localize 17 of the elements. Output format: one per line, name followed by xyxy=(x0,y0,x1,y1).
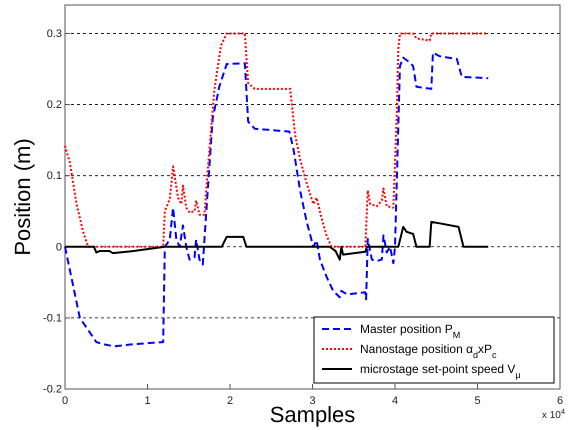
y-tick-label: -0.1 xyxy=(43,312,62,324)
y-tick-label: 0.2 xyxy=(46,99,62,112)
x-tick-label: 5 xyxy=(474,395,481,408)
legend-label: Nanostage position α$_{d}$xP$_{c}$ xyxy=(360,342,498,360)
legend-label: microstage set-point speed V$_{μ}$ xyxy=(360,362,521,380)
y-axis-title: Position (m) xyxy=(10,138,35,256)
y-tick-label: 0.3 xyxy=(46,28,62,40)
x-tick-label: 4 xyxy=(392,395,398,408)
x-tick-label: 3 xyxy=(309,395,316,408)
y-tick-label: -0.2 xyxy=(43,384,62,396)
x-tick-label: 1 xyxy=(144,395,151,408)
legend-label: Master position P$_{M}$ xyxy=(360,322,460,340)
y-tick-label: 0.1 xyxy=(46,170,62,182)
x-tick-label: 2 xyxy=(226,395,234,408)
x-tick-label: 6 xyxy=(556,395,564,408)
text: x 10$^{4}$ xyxy=(542,406,565,421)
y-tick-label: 0 xyxy=(56,241,62,254)
